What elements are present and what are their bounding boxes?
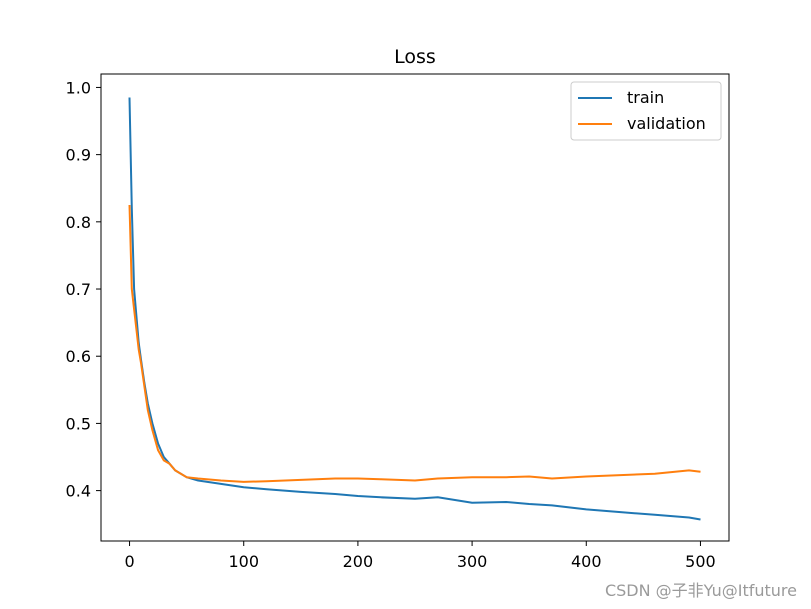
axes-layer: 0 100 200 300 400 500 0.4 0.5 0.6 0.7 0.8 0.9 1.0 <box>66 78 716 571</box>
y-tick-label: 0.9 <box>66 146 91 165</box>
x-tick-label: 400 <box>571 552 602 571</box>
y-tick-label: 0.4 <box>66 482 91 501</box>
y-tick-label: 0.8 <box>66 213 91 232</box>
y-tick-label: 0.6 <box>66 347 91 366</box>
legend-label-validation: validation <box>627 114 706 133</box>
x-tick-label: 300 <box>457 552 488 571</box>
series-line-validation <box>128 204 701 483</box>
watermark: CSDN @子非Yu@Itfuture <box>604 581 797 600</box>
y-tick-label: 0.7 <box>66 280 91 299</box>
legend-box <box>570 81 722 141</box>
x-tick-label: 500 <box>685 552 716 571</box>
legend: train validation <box>570 81 722 141</box>
series-layer <box>128 97 701 521</box>
plot-area <box>101 74 729 541</box>
y-tick-label: 0.5 <box>66 414 91 433</box>
axes-frame <box>100 73 730 542</box>
y-tick-label: 1.0 <box>66 78 91 97</box>
legend-label-train: train <box>627 88 664 107</box>
x-tick-label: 100 <box>228 552 259 571</box>
x-tick-label: 0 <box>124 552 134 571</box>
x-tick-label: 200 <box>343 552 374 571</box>
chart-title: Loss <box>394 46 436 68</box>
